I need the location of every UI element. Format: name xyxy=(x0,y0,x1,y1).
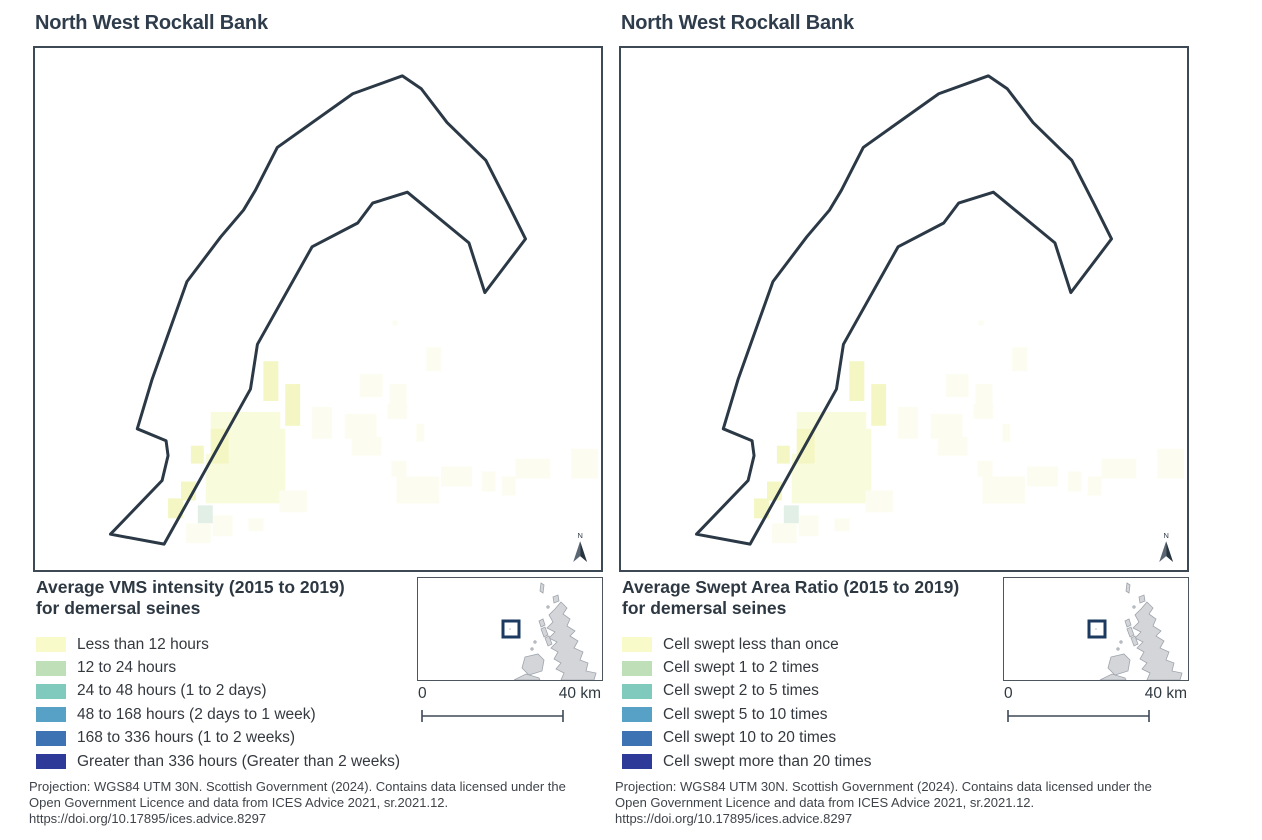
scale-bar-line xyxy=(1007,710,1150,722)
legend-item: Less than 12 hours xyxy=(36,633,400,656)
legend-item: 12 to 24 hours xyxy=(36,656,400,679)
legend-label: 24 to 48 hours (1 to 2 days) xyxy=(77,682,267,700)
legend-swatch xyxy=(622,660,652,676)
legend-swatch xyxy=(622,683,652,699)
inset-locator-map xyxy=(1003,577,1189,681)
legend-label: Cell swept 1 to 2 times xyxy=(663,659,819,677)
scale-end-label: 40 km xyxy=(1144,685,1187,702)
legend-label: Cell swept more than 20 times xyxy=(663,752,872,770)
legend-label: 168 to 336 hours (1 to 2 weeks) xyxy=(77,729,295,747)
legend: Cell swept less than once Cell swept 1 t… xyxy=(622,633,871,773)
svg-text:N: N xyxy=(577,531,582,540)
legend-swatch xyxy=(622,754,652,770)
legend-item: Cell swept more than 20 times xyxy=(622,750,871,773)
attribution-line3: https://doi.org/10.17895/ices.advice.829… xyxy=(615,810,853,826)
scale-bar: 0 40 km xyxy=(417,684,603,728)
page-title: North West Rockall Bank xyxy=(35,12,268,34)
site-locator-box xyxy=(501,619,521,639)
scale-bar: 0 40 km xyxy=(1003,684,1189,728)
legend-title-line1: Average VMS intensity (2015 to 2019) xyxy=(36,577,345,597)
legend-swatch xyxy=(36,754,66,770)
legend-item: Cell swept 10 to 20 times xyxy=(622,727,871,750)
panel-swept-area-ratio: North West Rockall Bank N Average Swept … xyxy=(615,0,1189,840)
svg-text:N: N xyxy=(1163,531,1168,540)
legend-title-line1: Average Swept Area Ratio (2015 to 2019) xyxy=(622,577,960,597)
legend-title-line2: for demersal seines xyxy=(622,598,787,618)
legend-item: 24 to 48 hours (1 to 2 days) xyxy=(36,680,400,703)
legend-label: Cell swept 5 to 10 times xyxy=(663,705,828,723)
attribution-line2: Open Government Licence and data from IC… xyxy=(29,794,449,810)
legend-label: 12 to 24 hours xyxy=(77,659,177,677)
legend-item: Cell swept less than once xyxy=(622,633,871,656)
attribution-line2: Open Government Licence and data from IC… xyxy=(615,794,1035,810)
legend-item: Cell swept 1 to 2 times xyxy=(622,656,871,679)
legend-swatch xyxy=(36,660,66,676)
legend-label: Less than 12 hours xyxy=(77,635,209,653)
attribution: Projection: WGS84 UTM 30N. Scottish Gove… xyxy=(29,779,566,826)
page-title: North West Rockall Bank xyxy=(621,12,854,34)
north-arrow-icon: N xyxy=(573,531,588,563)
legend-swatch xyxy=(36,707,66,723)
legend-label: Cell swept 10 to 20 times xyxy=(663,729,837,747)
legend: Less than 12 hours 12 to 24 hours 24 to … xyxy=(36,633,400,773)
north-arrow-icon: N xyxy=(1159,531,1174,563)
legend-swatch xyxy=(36,730,66,746)
inset-locator-map xyxy=(417,577,603,681)
legend-label: Cell swept 2 to 5 times xyxy=(663,682,819,700)
legend-label: Greater than 336 hours (Greater than 2 w… xyxy=(77,752,401,770)
scale-start-label: 0 xyxy=(418,685,427,702)
legend-title-line2: for demersal seines xyxy=(36,598,201,618)
legend-swatch xyxy=(622,707,652,723)
rockall-islet-dot xyxy=(509,628,511,630)
scale-start-label: 0 xyxy=(1004,685,1013,702)
rockall-islet-dot xyxy=(1095,628,1097,630)
panel-vms-intensity: North West Rockall Bank N Average VMS in… xyxy=(29,0,603,840)
site-locator-box xyxy=(1087,619,1107,639)
attribution: Projection: WGS84 UTM 30N. Scottish Gove… xyxy=(615,779,1152,826)
legend-label: 48 to 168 hours (2 days to 1 week) xyxy=(77,705,316,723)
legend-item: 168 to 336 hours (1 to 2 weeks) xyxy=(36,727,400,750)
legend-item: Greater than 336 hours (Greater than 2 w… xyxy=(36,750,400,773)
scale-bar-line xyxy=(421,710,564,722)
legend-swatch xyxy=(622,637,652,653)
scale-end-label: 40 km xyxy=(558,685,601,702)
legend-swatch xyxy=(36,683,66,699)
legend-swatch xyxy=(622,730,652,746)
legend-title: Average Swept Area Ratio (2015 to 2019) … xyxy=(622,577,959,619)
legend-item: Cell swept 2 to 5 times xyxy=(622,680,871,703)
legend-item: Cell swept 5 to 10 times xyxy=(622,703,871,726)
legend-item: 48 to 168 hours (2 days to 1 week) xyxy=(36,703,400,726)
attribution-line1: Projection: WGS84 UTM 30N. Scottish Gove… xyxy=(29,779,566,794)
legend-label: Cell swept less than once xyxy=(663,635,839,653)
attribution-line1: Projection: WGS84 UTM 30N. Scottish Gove… xyxy=(615,779,1152,794)
map-canvas: N xyxy=(619,46,1189,572)
attribution-line3: https://doi.org/10.17895/ices.advice.829… xyxy=(29,810,267,826)
map-canvas: N xyxy=(33,46,603,572)
legend-title: Average VMS intensity (2015 to 2019) for… xyxy=(36,577,345,619)
legend-swatch xyxy=(36,637,66,653)
